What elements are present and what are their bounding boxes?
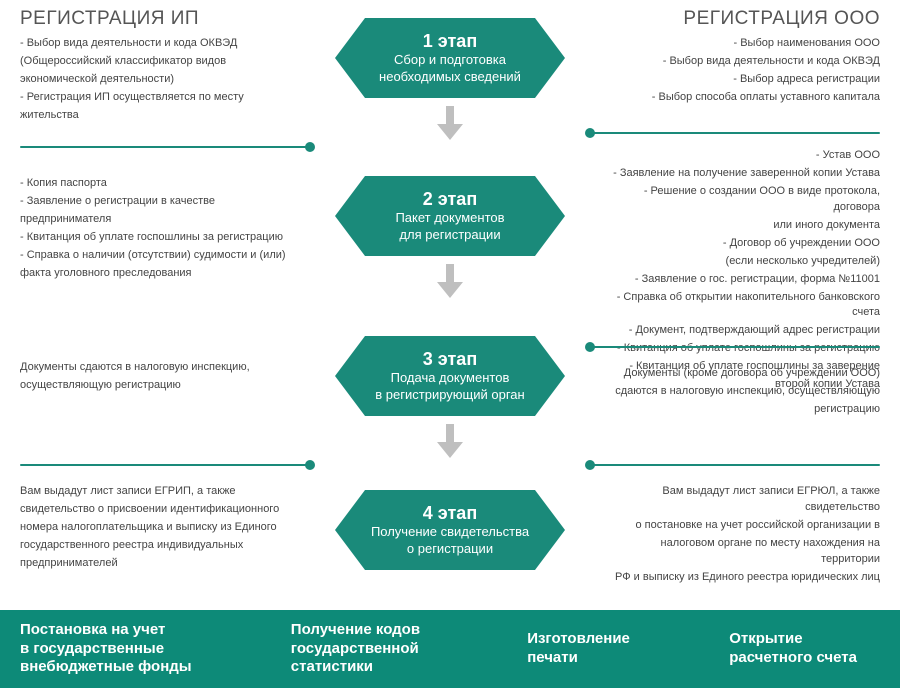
text-line: - Заявление на получение заверенной копи… [610,166,880,182]
left-stage1-text: - Выбор вида деятельности и кода ОКВЭД (О… [20,36,290,126]
arrow-down-2 [437,264,463,298]
text-line: - Устав ООО [610,148,880,164]
stage-3-hexagon: 3 этапПодача документовв регистрирующий … [335,336,565,416]
stage-title: 1 этап [423,31,477,52]
footer-item-1: Постановка на учетв государственныевнебю… [20,621,261,677]
text-line: - Заявление о гос. регистрации, форма №1… [610,272,880,288]
text-line: государственного реестра индивидуальных [20,538,290,554]
text-line: экономической деятельности) [20,72,290,88]
text-line: - Квитанция об уплате госпошлины за реги… [610,341,880,357]
text-line: (если несколько учредителей) [610,254,880,270]
heading-right: РЕГИСТРАЦИЯ ООО [683,8,880,30]
stage-title: 4 этап [423,503,477,524]
text-line: Документы (кроме договора об учреждении … [610,366,880,382]
stage-4-hexagon: 4 этапПолучение свидетельствао регистрац… [335,490,565,570]
text-line: осуществляющую регистрацию [20,378,290,394]
text-line: факта уголовного преследования [20,266,290,282]
arrow-down-3 [437,424,463,458]
text-line: - Документ, подтверждающий адрес регистр… [610,323,880,339]
text-line: о постановке на учет российской организа… [610,518,880,534]
text-line: предпринимателей [20,556,290,572]
text-line: регистрацию [610,402,880,418]
stage-subtitle: Получение свидетельствао регистрации [371,524,529,557]
connector-right [590,346,880,348]
connector-left [20,146,310,148]
connector-dot [585,128,595,138]
connector-right [590,132,880,134]
text-line: жительства [20,108,290,124]
footer-item-4: Открытиерасчетного счета [729,630,900,668]
text-line: или иного документа [610,218,880,234]
right-stage1-text: - Выбор наименования ООО - Выбор вида дея… [610,36,880,108]
text-line: предпринимателя [20,212,290,228]
text-line: (Общероссийский классификатор видов [20,54,290,70]
text-line: - Решение о создании ООО в виде протокол… [610,184,880,216]
footer-item-2: Получение кодовгосударственнойстатистики [291,621,497,677]
right-stage3-text: Документы (кроме договора об учреждении … [610,366,880,420]
right-stage4-text: Вам выдадут лист записи ЕГРЮЛ, а также с… [610,484,880,588]
stage-title: 3 этап [423,349,477,370]
text-line: Документы сдаются в налоговую инспекцию, [20,360,290,376]
stage-1-hexagon: 1 этапСбор и подготовканеобходимых сведе… [335,18,565,98]
text-line: - Выбор вида деятельности и кода ОКВЭД [20,36,290,52]
text-line: - Выбор вида деятельности и кода ОКВЭД [610,54,880,70]
text-line: - Выбор адреса регистрации [610,72,880,88]
right-stage2-text: - Устав ООО - Заявление на получение заве… [610,148,880,395]
text-line: номера налогоплательщика и выписку из Ед… [20,520,290,536]
text-line: - Договор об учреждении ООО [610,236,880,252]
stage-subtitle: Пакет документовдля регистрации [395,210,504,243]
text-line: свидетельство о присвоении идентификацио… [20,502,290,518]
stage-subtitle: Сбор и подготовканеобходимых сведений [379,52,521,85]
left-stage4-text: Вам выдадут лист записи ЕГРИП, а также св… [20,484,290,574]
left-stage2-text: - Копия паспорта - Заявление о регистраци… [20,176,290,284]
left-stage3-text: Документы сдаются в налоговую инспекцию,… [20,360,290,396]
arrow-down-1 [437,106,463,140]
connector-left [20,464,310,466]
connector-dot [585,342,595,352]
text-line: Вам выдадут лист записи ЕГРИП, а также [20,484,290,500]
text-line: - Заявление о регистрации в качестве [20,194,290,210]
text-line: налоговом органе по месту нахождения на … [610,536,880,568]
text-line: - Выбор способа оплаты уставного капитал… [610,90,880,106]
footer-item-3: Изготовлениепечати [527,630,699,668]
text-line: - Справка о наличии (отсутствии) судимос… [20,248,290,264]
stage-subtitle: Подача документовв регистрирующий орган [375,370,524,403]
text-line: Вам выдадут лист записи ЕГРЮЛ, а также с… [610,484,880,516]
connector-dot [305,460,315,470]
connector-right [590,464,880,466]
text-line: - Справка об открытии накопительного бан… [610,290,880,322]
text-line: сдаются в налоговую инспекцию, осуществл… [610,384,880,400]
stage-title: 2 этап [423,189,477,210]
connector-dot [585,460,595,470]
text-line: - Копия паспорта [20,176,290,192]
stage-2-hexagon: 2 этапПакет документовдля регистрации [335,176,565,256]
connector-dot [305,142,315,152]
text-line: РФ и выписку из Единого реестра юридичес… [610,570,880,586]
footer-bar: Постановка на учетв государственныевнебю… [0,610,900,688]
text-line: - Регистрация ИП осуществляется по месту [20,90,290,106]
text-line: - Квитанция об уплате госпошлины за реги… [20,230,290,246]
heading-left: РЕГИСТРАЦИЯ ИП [20,8,199,30]
text-line: - Выбор наименования ООО [610,36,880,52]
